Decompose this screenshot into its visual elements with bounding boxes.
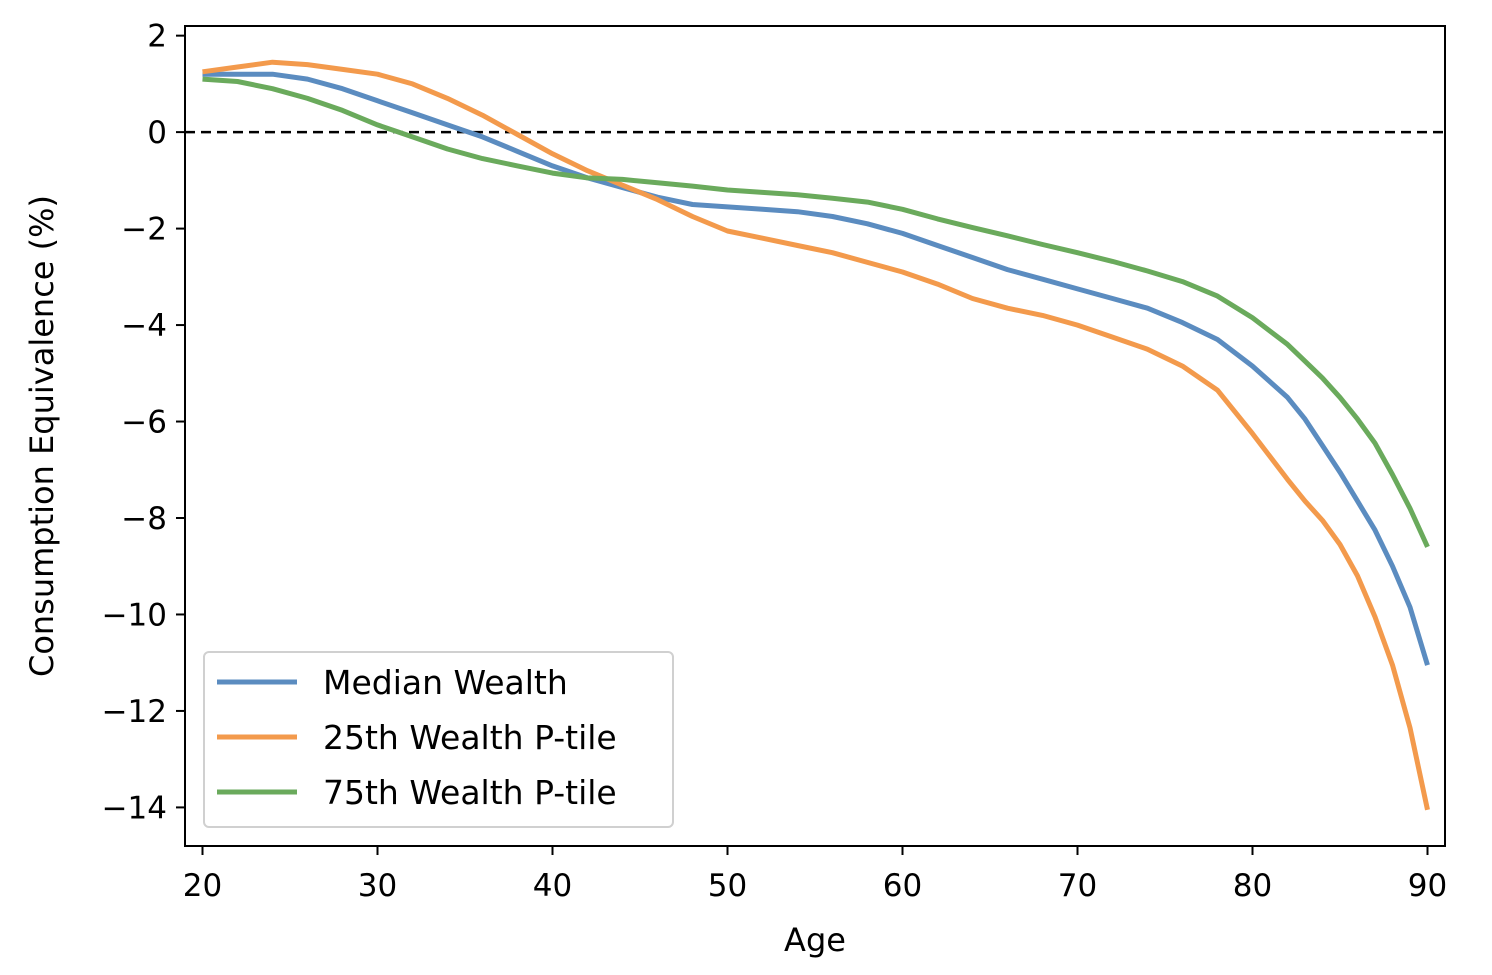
y-axis-label: Consumption Equivalence (%)	[23, 195, 61, 677]
plot-area	[185, 59, 1445, 811]
legend-box	[203, 651, 674, 828]
legend-label-1: Median Wealth	[323, 663, 568, 702]
x-tick-label: 60	[883, 868, 922, 904]
x-tick-label: 20	[183, 868, 222, 904]
y-tick-label: −14	[102, 790, 167, 826]
y-tick-label: −6	[121, 405, 167, 441]
x-tick-label: 90	[1408, 868, 1447, 904]
legend-label-2: 25th Wealth P-tile	[323, 718, 617, 757]
x-tick-label: 70	[1058, 868, 1097, 904]
y-tick-label: −12	[102, 694, 167, 730]
x-tick-label: 30	[358, 868, 397, 904]
y-tick-label: 0	[147, 115, 167, 151]
series-line-3	[202, 76, 1430, 548]
plot-frame	[184, 25, 1446, 847]
y-tick-label: −4	[121, 308, 167, 344]
x-axis-label: Age	[784, 921, 846, 959]
y-tick-label: 2	[147, 19, 167, 55]
y-tick-label: −8	[121, 501, 167, 537]
series-line-2	[202, 59, 1430, 811]
legend-label-3: 75th Wealth P-tile	[323, 773, 617, 812]
x-tick-label: 80	[1233, 868, 1272, 904]
x-tick-label: 50	[708, 868, 747, 904]
legend: Median Wealth 25th Wealth P-tile 75th Weal…	[203, 651, 674, 828]
series-line-1	[202, 71, 1430, 666]
x-tick-label: 40	[533, 868, 572, 904]
y-tick-label: −10	[102, 597, 167, 633]
y-tick-label: −2	[121, 212, 167, 248]
